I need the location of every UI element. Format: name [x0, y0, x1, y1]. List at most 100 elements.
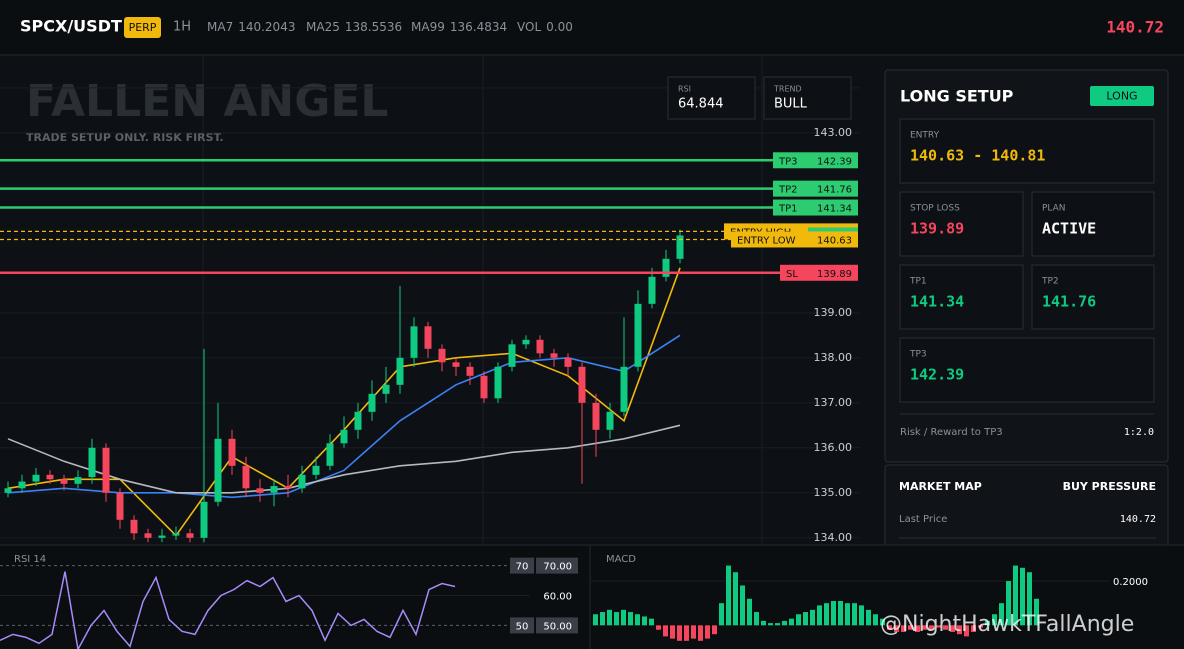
watermark: @NightHawkTFallAngle — [880, 612, 1134, 637]
indicator-label: MA25 — [306, 20, 340, 34]
candle-body — [340, 429, 348, 444]
macd-bar — [677, 625, 682, 641]
macd-bar — [705, 625, 710, 639]
candle-body — [508, 344, 516, 367]
macd-bar — [621, 609, 626, 626]
macd-bar — [628, 612, 633, 626]
indicator: MA7 140.2043 — [207, 20, 295, 34]
tick-tag — [510, 617, 534, 634]
macd-bar — [873, 614, 878, 626]
macd-bar — [649, 618, 654, 626]
level-label: TP2 — [778, 185, 798, 196]
macd-bar — [761, 620, 766, 626]
macd-bar — [978, 625, 983, 628]
level-label: ENTRY LOW — [737, 235, 796, 246]
candle-body — [298, 474, 306, 489]
stat-box — [667, 76, 756, 120]
last-price: 140.72 — [1106, 18, 1164, 37]
chart-title: FALLEN ANGEL — [26, 76, 388, 127]
market-card — [884, 464, 1169, 556]
setup-badge-bg — [1090, 86, 1154, 106]
field-label: ENTRY — [910, 131, 940, 141]
header-bar — [0, 0, 1184, 55]
macd-bar — [747, 598, 752, 626]
macd-bar — [992, 614, 997, 626]
macd-bar — [810, 609, 815, 626]
macd-bar — [943, 625, 948, 630]
macd-bar — [831, 600, 836, 626]
macd-bar — [698, 625, 703, 641]
rsi-title: RSI 14 — [14, 554, 46, 565]
indicators: MA7 140.2043 MA25 138.5536 MA99 136.4834 VOL 0.… — [207, 20, 573, 34]
macd-bar — [887, 625, 892, 630]
y-tick-label: 60.00 — [543, 592, 572, 603]
field-label: PLAN — [1042, 204, 1066, 214]
tick-tag-text: 50 — [516, 621, 529, 632]
y-tick-label: 50.00 — [543, 621, 572, 632]
macd-bar — [1027, 572, 1032, 626]
setup-badge: LONG — [1106, 90, 1137, 103]
macd-bar — [1013, 565, 1018, 626]
macd-bar — [971, 625, 976, 632]
field-card — [899, 337, 1155, 403]
market-row-label: Last Price — [899, 514, 947, 525]
candle-body — [74, 477, 82, 484]
candle-body — [564, 357, 572, 367]
candle-body — [368, 393, 376, 412]
macd-bar — [726, 565, 731, 626]
y-tick-label: 139.00 — [814, 306, 853, 319]
macd-bar — [866, 609, 871, 626]
setup-fields: ENTRY 140.63 - 140.81 STOP LOSS 139.89 PLAN A… — [899, 118, 1155, 403]
indicator: MA99 136.4834 — [411, 20, 507, 34]
candle-body — [676, 235, 684, 259]
macd-bar — [859, 605, 864, 626]
macd-bar — [852, 603, 857, 626]
stat-label: RSI — [678, 85, 691, 94]
macd-bar — [880, 618, 885, 626]
interval[interactable]: 1H — [173, 20, 191, 35]
candle-body — [18, 481, 26, 489]
macd-bar — [607, 609, 612, 626]
candle-body — [550, 353, 558, 358]
candle-body — [214, 438, 222, 502]
y-tick-label: 134.00 — [814, 531, 853, 544]
candle-body — [354, 411, 362, 430]
macd-bar — [663, 625, 668, 637]
level-value: 141.34 — [817, 204, 852, 215]
field-label: TP1 — [909, 277, 927, 287]
macd-bar — [775, 623, 780, 626]
field-value: ACTIVE — [1042, 220, 1096, 238]
macd-bar — [642, 616, 647, 626]
badge: PERP — [129, 21, 157, 34]
candle-body — [256, 488, 264, 493]
y-tick-label: 138.00 — [814, 351, 853, 364]
chart-subtitle: TRADE SETUP ONLY. RISK FIRST. — [26, 131, 224, 144]
market-title: MARKET MAP — [899, 480, 982, 493]
candle-body — [312, 465, 320, 475]
macd-bar — [915, 625, 920, 632]
candle-body — [662, 258, 670, 277]
macd-bar — [803, 612, 808, 626]
rsi-line — [0, 571, 456, 649]
field-card — [1031, 191, 1155, 257]
y-tick-label: 137.00 — [814, 396, 853, 409]
candle-body — [4, 488, 12, 493]
market-status: BUY PRESSURE — [1063, 480, 1156, 493]
macd-chart: 0.2000 — [590, 565, 1148, 641]
candle-body — [144, 533, 152, 538]
level-value: 142.39 — [817, 156, 852, 167]
indicator: VOL 0.00 — [517, 20, 573, 34]
candle-body — [270, 486, 278, 493]
field-label: TP2 — [1041, 277, 1059, 287]
candle-body — [396, 357, 404, 385]
macd-bar — [796, 614, 801, 626]
macd-bar — [719, 603, 724, 626]
macd-bar — [614, 612, 619, 626]
candle-body — [466, 366, 474, 376]
field-value: 140.63 - 140.81 — [910, 147, 1045, 165]
y-tick-label: 70.00 — [543, 562, 572, 573]
field-card — [899, 191, 1024, 257]
macd-bar — [922, 625, 927, 630]
